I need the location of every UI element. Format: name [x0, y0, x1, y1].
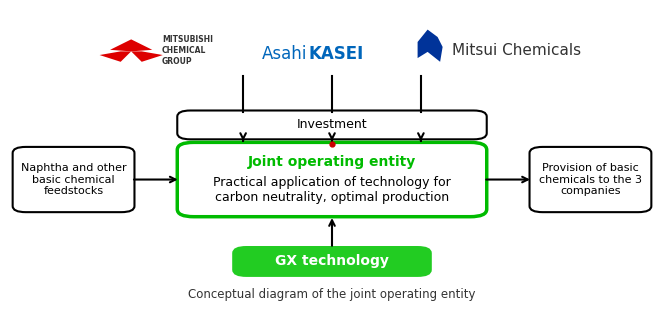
Text: Provision of basic
chemicals to the 3
companies: Provision of basic chemicals to the 3 co…: [539, 163, 642, 196]
FancyBboxPatch shape: [177, 111, 487, 139]
Text: KASEI: KASEI: [309, 45, 365, 63]
Text: Practical application of technology for
carbon neutrality, optimal production: Practical application of technology for …: [213, 176, 451, 204]
Text: GX technology: GX technology: [275, 255, 389, 269]
FancyBboxPatch shape: [13, 147, 135, 212]
FancyBboxPatch shape: [529, 147, 651, 212]
FancyBboxPatch shape: [233, 247, 431, 276]
Text: Conceptual diagram of the joint operating entity: Conceptual diagram of the joint operatin…: [189, 288, 475, 301]
Text: Asahi: Asahi: [262, 45, 307, 63]
Text: Naphtha and other
basic chemical
feedstocks: Naphtha and other basic chemical feedsto…: [21, 163, 126, 196]
Text: Mitsui Chemicals: Mitsui Chemicals: [452, 43, 582, 58]
Polygon shape: [110, 39, 152, 51]
Text: MITSUBISHI
CHEMICAL
GROUP: MITSUBISHI CHEMICAL GROUP: [162, 35, 213, 66]
FancyBboxPatch shape: [177, 142, 487, 217]
Polygon shape: [418, 30, 443, 62]
Polygon shape: [131, 51, 163, 62]
Text: Investment: Investment: [297, 118, 367, 131]
Text: Joint operating entity: Joint operating entity: [248, 155, 416, 169]
Polygon shape: [100, 51, 131, 62]
